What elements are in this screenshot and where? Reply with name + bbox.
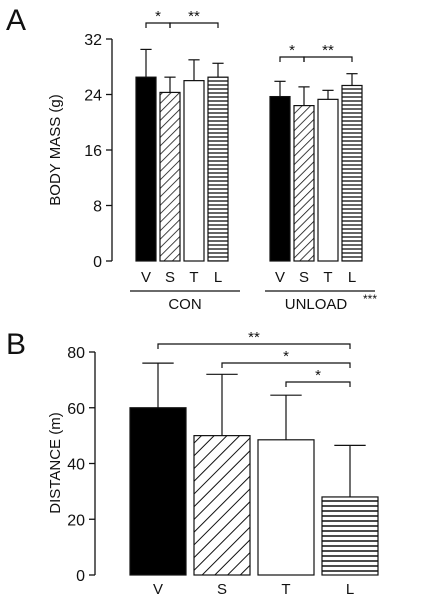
bar-s <box>193 435 251 576</box>
bar-con-t <box>183 80 205 262</box>
group-label-unload: UNLOAD <box>285 296 348 313</box>
category-label-l: L <box>346 581 354 598</box>
category-label-con-t: T <box>189 269 198 286</box>
sig-v-l-bracket <box>157 343 351 349</box>
category-label-con-s: S <box>165 269 175 286</box>
sig-unload-s-l-label: ** <box>322 42 334 59</box>
bar-unload-v <box>269 95 291 262</box>
panel-b-y-tick-label-60: 60 <box>67 401 85 418</box>
sig-t-l-bracket <box>285 381 351 387</box>
panel-a-y-tick-label-0: 0 <box>93 254 102 271</box>
sig-unload-s-l-bracket <box>303 56 353 62</box>
group-unload-significance: *** <box>363 292 377 306</box>
panel-a-group-unload: UNLOAD *** <box>265 290 377 313</box>
category-label-v: V <box>153 581 163 598</box>
sig-s-l-label: * <box>283 348 289 365</box>
panel-a-y-tick-label-8: 8 <box>93 199 102 216</box>
sig-s-l-bracket <box>221 362 351 368</box>
panel-b-y-tick-label-80: 80 <box>67 345 85 362</box>
bar-unload-t <box>317 98 339 262</box>
bar-unload-s <box>293 104 315 262</box>
category-label-unload-l: L <box>348 269 356 286</box>
category-label-s: S <box>217 581 227 598</box>
sig-v-l-label: ** <box>248 329 260 346</box>
category-label-unload-s: S <box>299 269 309 286</box>
panel-a-bars <box>135 48 363 262</box>
panel-a-y-tick-label-24: 24 <box>84 88 102 105</box>
sig-unload-v-s-label: * <box>289 42 295 59</box>
group-label-con: CON <box>168 296 201 313</box>
bar-t <box>257 439 315 576</box>
panel-b-y-axis-title: DISTANCE (m) <box>47 412 64 513</box>
sig-con-s-l-label: ** <box>188 8 200 25</box>
category-label-unload-t: T <box>323 269 332 286</box>
panel-b-significance: **** <box>157 329 351 387</box>
category-label-con-v: V <box>141 269 151 286</box>
bar-v <box>129 407 187 576</box>
bar-con-l <box>207 76 229 262</box>
panel-a-group-con: CON <box>130 290 240 313</box>
bar-unload-l <box>341 84 363 262</box>
category-label-unload-v: V <box>275 269 285 286</box>
bar-con-v <box>135 76 157 262</box>
panel-b-y-tick-label-40: 40 <box>67 457 85 474</box>
panel-b-bars <box>129 362 379 576</box>
bar-con-s <box>159 91 181 262</box>
panel-a-y-tick-label-16: 16 <box>84 143 102 160</box>
panel-b-letter: B <box>6 328 26 361</box>
sig-con-v-s-label: * <box>155 8 161 25</box>
category-label-t: T <box>281 581 290 598</box>
sig-t-l-label: * <box>315 367 321 384</box>
panel-b-y-tick-label-0: 0 <box>76 568 85 585</box>
panel-a-significance: * *** ** <box>145 8 353 62</box>
panel-b-y-tick-label-20: 20 <box>67 512 85 529</box>
category-label-con-l: L <box>214 269 222 286</box>
panel-a-y-axis-title: BODY MASS (g) <box>47 94 64 205</box>
panel-a-y-axis: 0 8 16 24 32 <box>84 32 113 271</box>
sig-con-s-l-bracket <box>169 22 219 28</box>
panel-a-y-tick-label-32: 32 <box>84 32 102 49</box>
bar-l <box>321 496 379 576</box>
panel-a-letter: A <box>6 4 26 37</box>
panel-b-y-axis: 0 20 40 60 80 <box>67 345 96 585</box>
